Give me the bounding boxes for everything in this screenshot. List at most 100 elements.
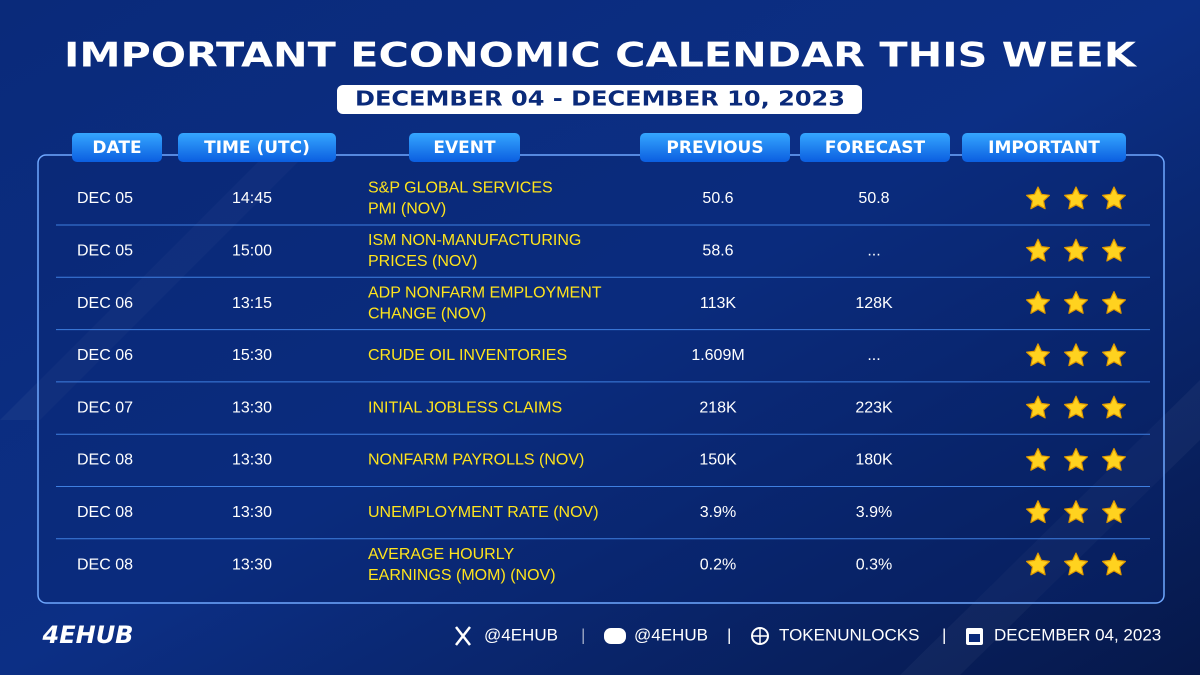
date: DEC 08	[77, 452, 133, 469]
star	[1101, 238, 1127, 262]
previous: 1.609M	[691, 347, 744, 364]
star	[1063, 447, 1089, 471]
table-panel	[37, 154, 1165, 604]
date: DEC 08	[77, 504, 133, 521]
star	[1063, 343, 1089, 367]
calendar-icon	[969, 634, 980, 642]
time: 13:30	[232, 556, 272, 573]
star	[1025, 238, 1051, 262]
star	[1025, 291, 1051, 314]
star	[1101, 500, 1127, 524]
discord-icon	[604, 628, 626, 644]
column-header: PREVIOUS	[666, 138, 763, 158]
star	[1063, 291, 1089, 314]
column-header-box	[178, 133, 336, 162]
column-header-box	[640, 133, 790, 162]
previous: 113K	[700, 295, 737, 312]
event: UNEMPLOYMENT RATE (NOV)	[368, 504, 599, 521]
star	[1063, 395, 1089, 419]
star	[1025, 500, 1051, 524]
star	[1063, 238, 1089, 262]
column-header: IMPORTANT	[988, 138, 1100, 158]
star	[1025, 343, 1051, 367]
column-header-box	[962, 133, 1126, 162]
time: 13:30	[232, 452, 272, 469]
star	[1101, 447, 1127, 471]
previous: 58.6	[702, 243, 733, 260]
table: DATE TIME (UTC) EVENT PREVIOUS FORECAST IMPOR…	[56, 133, 1150, 584]
globe-icon	[752, 628, 768, 644]
event: CRUDE OIL INVENTORIES	[368, 347, 567, 364]
x-icon	[455, 626, 471, 646]
event: INITIAL JOBLESS CLAIMS	[368, 399, 562, 416]
star	[1025, 186, 1051, 210]
previous: 50.6	[702, 190, 733, 207]
time: 13:30	[232, 504, 272, 521]
previous: 150K	[699, 452, 737, 469]
forecast: 180K	[855, 452, 893, 469]
forecast: ...	[867, 347, 880, 364]
forecast: 0.3%	[856, 556, 892, 573]
event: S&P GLOBAL SERVICES	[368, 180, 553, 197]
event: AVERAGE HOURLY	[368, 546, 514, 563]
star	[1025, 395, 1051, 419]
forecast: 223K	[855, 399, 893, 416]
subtitle-box	[337, 85, 862, 114]
forecast: 50.8	[858, 190, 889, 207]
forecast: 128K	[855, 295, 893, 312]
forecast: ...	[867, 243, 880, 260]
column-header: EVENT	[433, 138, 496, 158]
separator: |	[942, 625, 946, 644]
forecast: 3.9%	[856, 504, 892, 521]
previous: 0.2%	[700, 556, 736, 573]
logo: 4EHUB	[42, 621, 134, 649]
event: PMI (NOV)	[368, 201, 446, 218]
time: 13:30	[232, 399, 272, 416]
date: DEC 05	[77, 243, 133, 260]
discord-handle: @4EHUB	[634, 625, 708, 644]
star	[1101, 343, 1127, 367]
event: PRICES (NOV)	[368, 253, 477, 270]
event: ISM NON-MANUFACTURING	[368, 232, 581, 249]
column-header: TIME (UTC)	[204, 138, 310, 158]
date: DEC 06	[77, 347, 133, 364]
event: ADP NONFARM EMPLOYMENT	[368, 284, 602, 301]
separator: |	[727, 625, 731, 644]
footer: 4EHUB @4EHUB | @4EHUB | TOKENUNLOCKS | D…	[42, 621, 1162, 649]
time: 14:45	[232, 190, 272, 207]
date: DEC 06	[77, 295, 133, 312]
column-header-box	[800, 133, 950, 162]
date: DEC 07	[77, 399, 133, 416]
previous: 3.9%	[700, 504, 736, 521]
column-header: FORECAST	[825, 138, 926, 158]
footer-date: DECEMBER 04, 2023	[994, 625, 1161, 644]
star	[1101, 552, 1127, 576]
star	[1101, 291, 1127, 314]
date: DEC 08	[77, 556, 133, 573]
decor	[900, 380, 1200, 675]
star	[1101, 395, 1127, 419]
star	[1025, 447, 1051, 471]
star	[1063, 552, 1089, 576]
star	[1063, 500, 1089, 524]
subtitle: DECEMBER 04 - DECEMBER 10, 2023	[355, 87, 845, 111]
time: 15:30	[232, 347, 272, 364]
separator: |	[581, 625, 585, 644]
web: TOKENUNLOCKS	[779, 625, 919, 644]
star	[1063, 186, 1089, 210]
time: 15:00	[232, 243, 272, 260]
title: IMPORTANT ECONOMIC CALENDAR THIS WEEK	[64, 36, 1138, 76]
column-header: DATE	[92, 138, 141, 158]
event: NONFARM PAYROLLS (NOV)	[368, 452, 584, 469]
event: EARNINGS (MOM) (NOV)	[368, 567, 556, 584]
previous: 218K	[699, 399, 737, 416]
time: 13:15	[232, 295, 272, 312]
event: CHANGE (NOV)	[368, 305, 486, 322]
x-handle: @4EHUB	[484, 625, 558, 644]
column-header-box	[72, 133, 162, 162]
star	[1025, 552, 1051, 576]
column-header-box	[409, 133, 520, 162]
date: DEC 05	[77, 190, 133, 207]
star	[1101, 186, 1127, 210]
